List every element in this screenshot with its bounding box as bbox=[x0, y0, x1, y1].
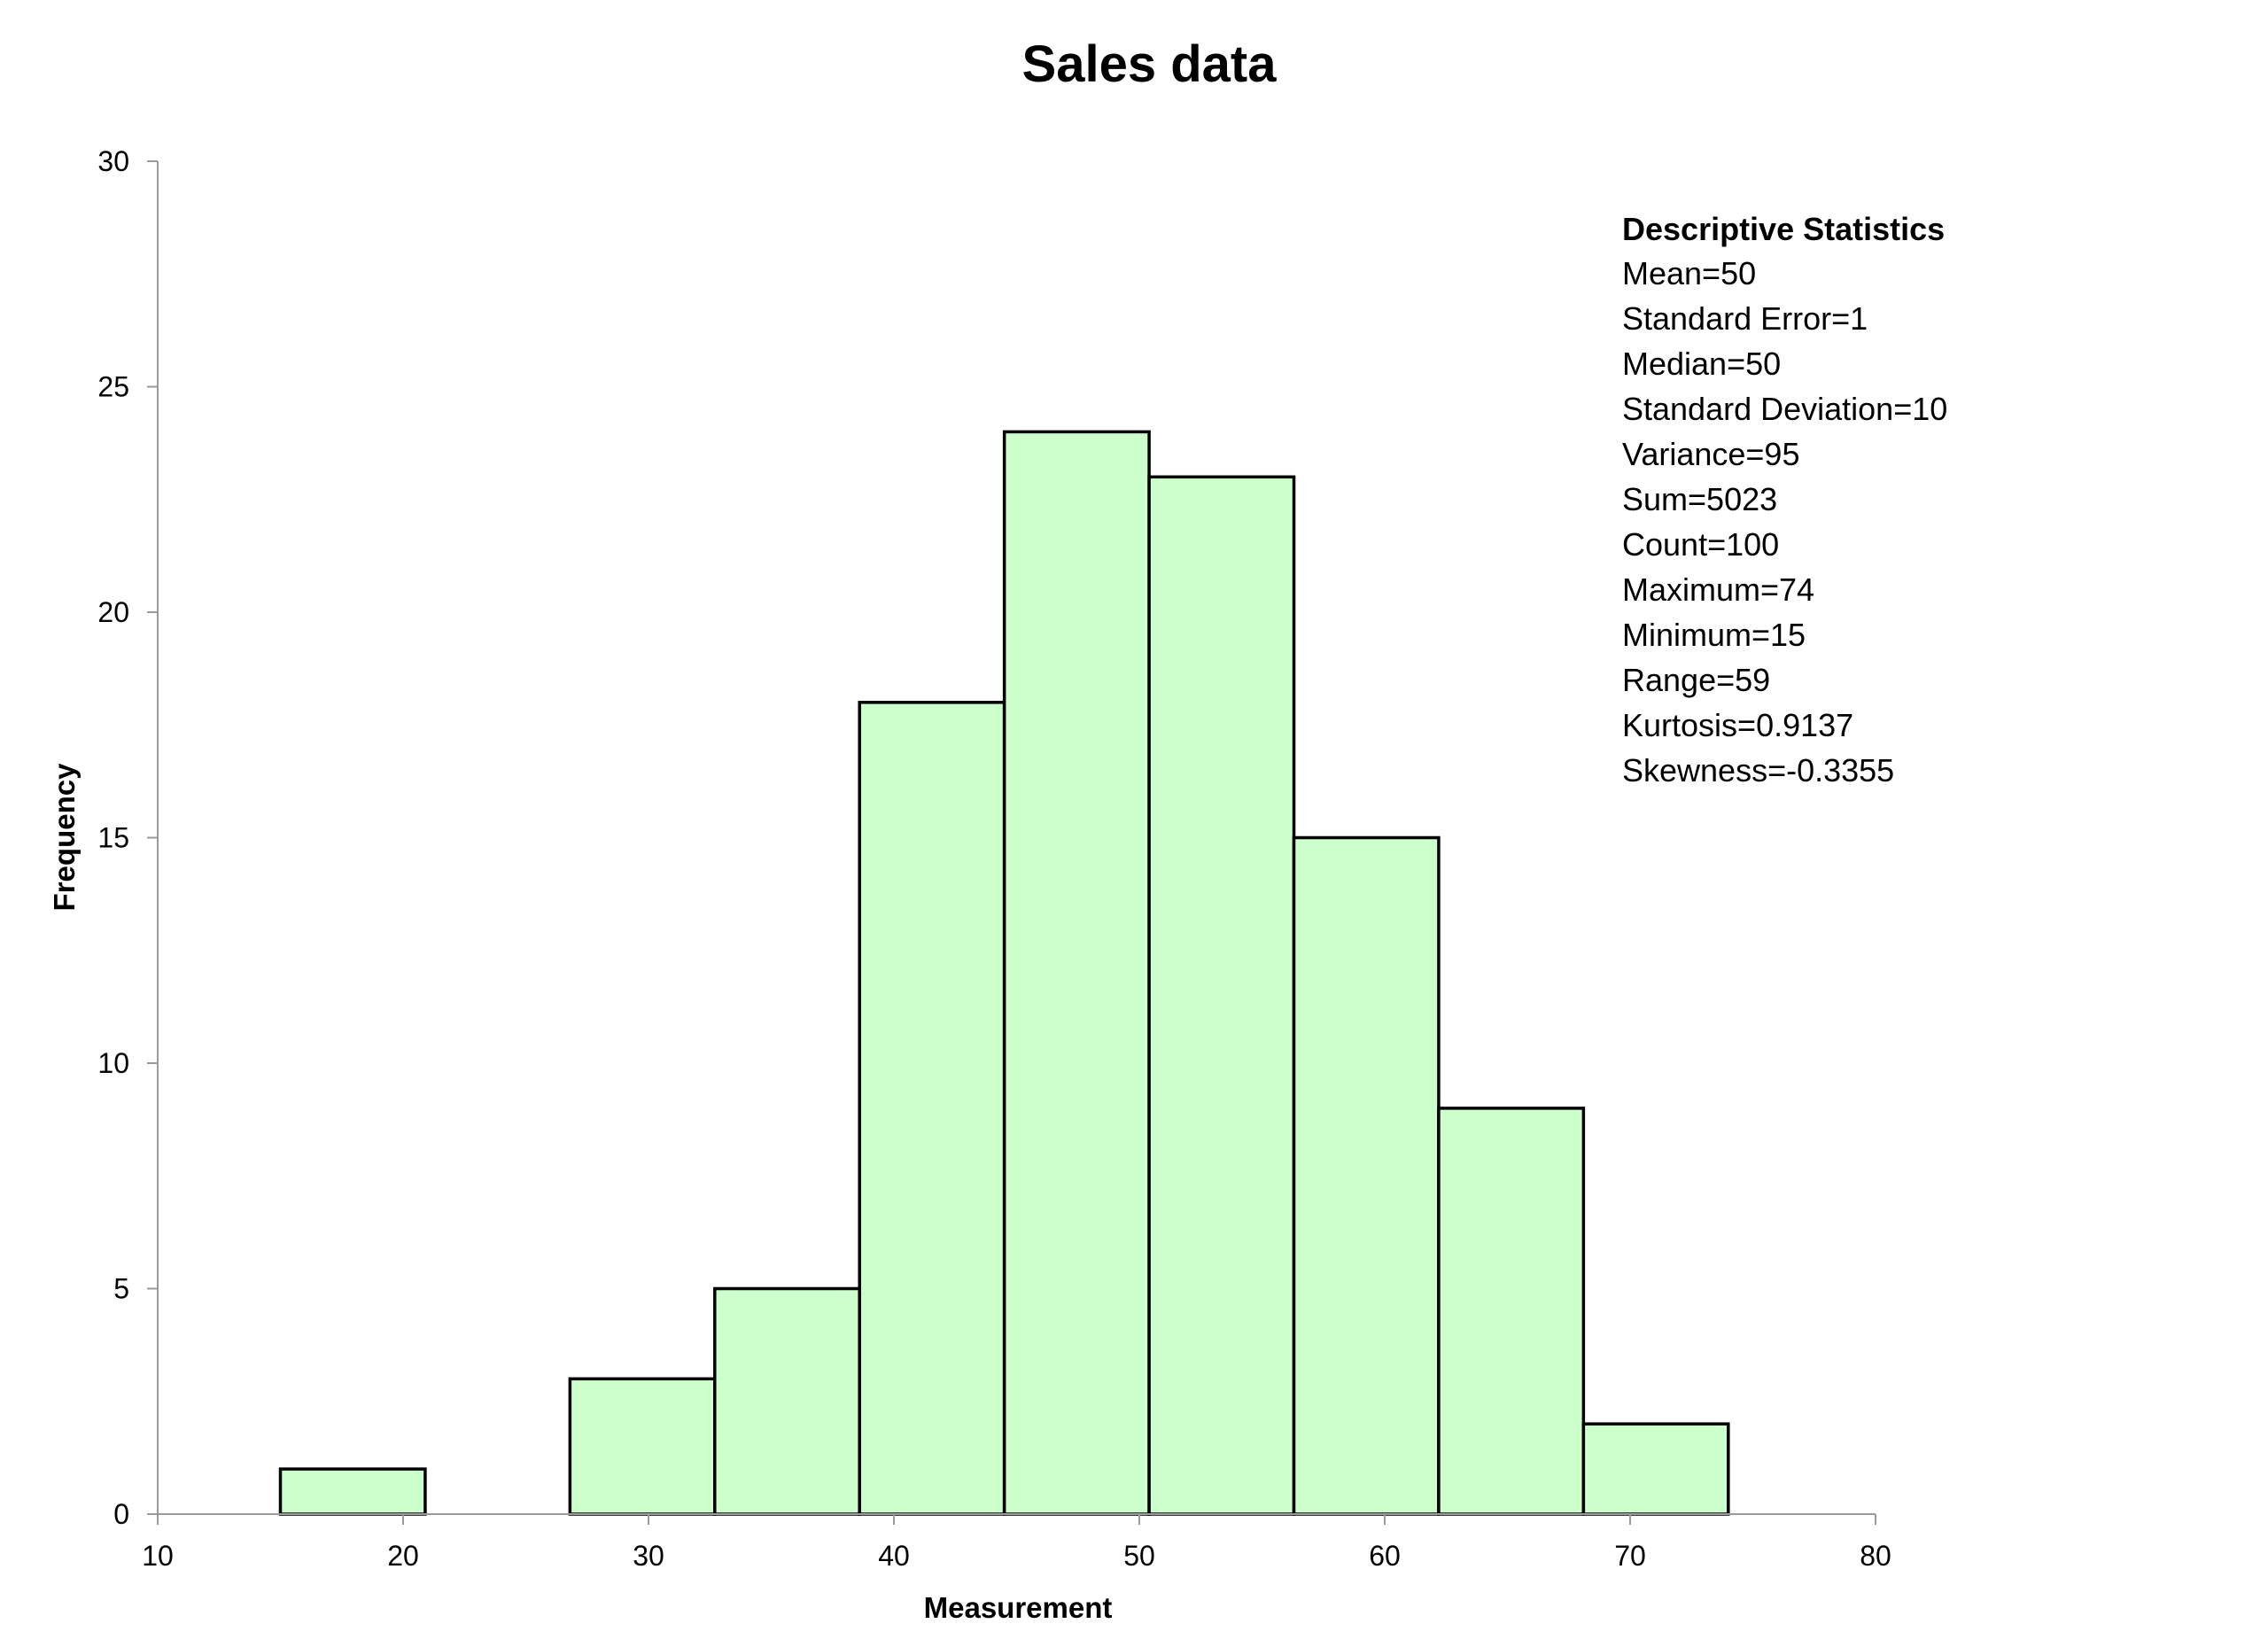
x-tick-label: 80 bbox=[1860, 1540, 1891, 1572]
stats-heading: Descriptive Statistics bbox=[1622, 211, 1945, 247]
histogram-bar bbox=[1147, 475, 1296, 1516]
x-tick-label: 50 bbox=[1123, 1540, 1155, 1572]
stats-line: Skewness=-0.3355 bbox=[1622, 752, 1894, 789]
stats-line: Standard Error=1 bbox=[1622, 300, 1868, 337]
y-tick-label: 0 bbox=[113, 1498, 129, 1530]
descriptive-statistics-box: Descriptive Statistics Mean=50 Standard E… bbox=[1622, 211, 1947, 789]
histogram-bar bbox=[1002, 430, 1151, 1516]
stats-line: Standard Deviation=10 bbox=[1622, 391, 1947, 427]
x-tick-label: 10 bbox=[142, 1540, 174, 1572]
stats-line: Minimum=15 bbox=[1622, 617, 1806, 653]
stats-line: Variance=95 bbox=[1622, 436, 1799, 472]
stats-line: Median=50 bbox=[1622, 346, 1781, 382]
x-tick-label: 40 bbox=[878, 1540, 910, 1572]
histogram-bar bbox=[278, 1467, 427, 1516]
x-tick-label: 20 bbox=[387, 1540, 419, 1572]
histogram-bar bbox=[1581, 1422, 1730, 1516]
y-axis-label: Frequency bbox=[48, 763, 81, 912]
x-tick-label: 30 bbox=[633, 1540, 664, 1572]
stats-line: Mean=50 bbox=[1622, 255, 1756, 291]
x-axis-ticks: 10 20 30 40 50 60 70 80 bbox=[142, 1514, 1891, 1572]
bars-group bbox=[278, 430, 1730, 1516]
stats-line: Kurtosis=0.9137 bbox=[1622, 707, 1853, 743]
stats-lines: Mean=50 Standard Error=1 Median=50 Standard… bbox=[1622, 255, 1947, 789]
stats-line: Sum=5023 bbox=[1622, 481, 1777, 517]
histogram-bar bbox=[713, 1286, 861, 1516]
y-tick-label: 20 bbox=[97, 596, 129, 628]
stats-line: Count=100 bbox=[1622, 526, 1779, 563]
x-axis-label: Measurement bbox=[924, 1591, 1113, 1624]
stats-line: Maximum=74 bbox=[1622, 571, 1814, 608]
y-tick-label: 30 bbox=[97, 145, 129, 177]
chart-title: Sales data bbox=[1022, 35, 1278, 93]
histogram-bar bbox=[1437, 1107, 1586, 1516]
y-tick-label: 15 bbox=[97, 822, 129, 854]
y-tick-label: 5 bbox=[113, 1273, 129, 1305]
x-tick-label: 70 bbox=[1614, 1540, 1646, 1572]
y-tick-label: 25 bbox=[97, 371, 129, 403]
x-tick-label: 60 bbox=[1369, 1540, 1401, 1572]
y-axis-ticks: 0 5 10 15 20 25 30 bbox=[97, 145, 158, 1530]
y-tick-label: 10 bbox=[97, 1047, 129, 1079]
histogram-bar bbox=[858, 701, 1006, 1516]
histogram-bar bbox=[1292, 835, 1441, 1516]
stats-line: Range=59 bbox=[1622, 662, 1770, 698]
histogram-bar bbox=[568, 1377, 717, 1516]
